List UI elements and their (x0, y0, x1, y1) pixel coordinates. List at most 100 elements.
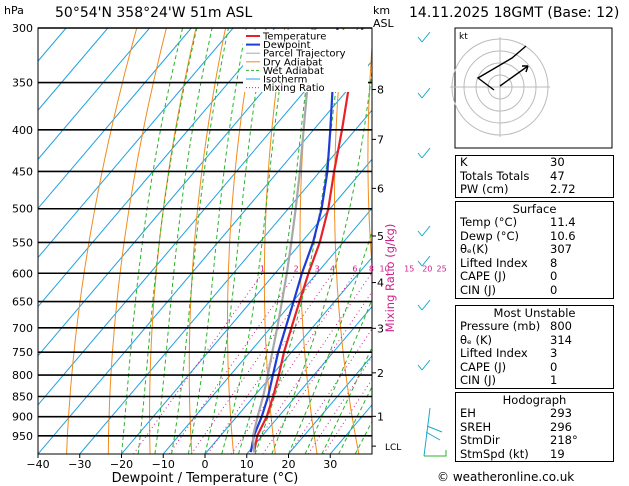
legend-label: Parcel Trajectory (263, 49, 346, 60)
pressure-tick-label: 750 (12, 346, 33, 359)
storm-motion-arrowhead (522, 65, 529, 73)
isotherm-line (38, 28, 317, 357)
x-tick-label: 20 (282, 458, 296, 471)
index-label: Lifted Index (460, 255, 528, 270)
x-tick-label: −40 (26, 458, 49, 471)
dry-adiabat-line (400, 28, 442, 454)
mixing-ratio-label: 2 (294, 264, 299, 273)
x-tick-label: −20 (110, 458, 133, 471)
index-label: θₑ(K) (460, 242, 489, 257)
isotherm-line (38, 60, 372, 454)
pressure-tick-label: 300 (12, 22, 33, 35)
index-label: θₑ (K) (460, 332, 493, 347)
wind-barb (417, 359, 431, 371)
unstable-title: Most Unstable (493, 306, 576, 320)
legend-label: Wet Adiabat (263, 66, 324, 77)
index-row: SREH 296 (456, 419, 613, 435)
index-row: PW (cm) 2.72 (456, 183, 613, 197)
index-label: Totals Totals (460, 168, 530, 183)
index-row: Temp (°C) 11.4 (456, 215, 613, 230)
km-tick-label: 7 (377, 133, 384, 146)
km-tick-label: 8 (377, 84, 384, 97)
pressure-tick-label: 500 (12, 203, 33, 216)
index-row: θₑ (K) 314 (456, 332, 613, 348)
x-tick-label: 10 (240, 458, 254, 471)
mixing-ratio-label: 25 (437, 264, 447, 273)
km-tick-label: LCL (385, 443, 401, 453)
isotherm-line (288, 354, 372, 454)
index-label: Pressure (mb) (460, 319, 541, 333)
wet-adiabat-line (338, 385, 372, 454)
pressure-tick-label: 450 (12, 165, 33, 178)
mixing-ratio-label: 10 (380, 264, 390, 273)
index-label: StmSpd (kt) (460, 446, 529, 461)
mixing-ratio-label: 8 (369, 264, 374, 273)
index-row: StmDir 218° (456, 434, 613, 448)
x-axis-title: Dewpoint / Temperature (°C) (112, 471, 299, 486)
index-label: StmDir (460, 433, 500, 448)
hodograph-title: Hodograph (502, 393, 567, 407)
footer-credit: © weatheronline.co.uk (437, 470, 575, 484)
km-tick-label: 1 (377, 410, 384, 423)
index-label: PW (cm) (460, 182, 509, 197)
surface-title: Surface (512, 202, 557, 216)
isotherm-line (38, 28, 359, 406)
km-tick-label: 3 (377, 322, 384, 335)
index-label: CAPE (J) (460, 359, 507, 374)
index-row: CAPE (J) 0 (456, 270, 613, 284)
mixing-ratio-line (262, 290, 372, 454)
index-value: 2.72 (550, 182, 576, 197)
isotherm-line (38, 28, 67, 62)
index-value: 19 (550, 446, 565, 461)
index-value: 10.6 (550, 228, 576, 243)
pressure-tick-label: 950 (12, 430, 33, 443)
pressure-tick-label: 400 (12, 124, 33, 137)
index-label: K (460, 155, 468, 169)
pressure-tick-label: 800 (12, 369, 33, 382)
index-value: 1 (550, 373, 558, 388)
wind-barb (423, 407, 443, 457)
legend-label: Dewpoint (263, 40, 311, 51)
index-value: 47 (550, 168, 565, 183)
index-label: SREH (460, 419, 492, 434)
index-value: 30 (550, 155, 565, 169)
axis-layer: 1 2 3 4 6 8 10 15 20 2530035040045050055060065070… (12, 22, 447, 471)
y-axis-title: hPa (4, 4, 24, 17)
wind-barb (417, 255, 431, 267)
index-label: Dewp (°C) (460, 228, 520, 243)
pressure-tick-label: 650 (12, 296, 33, 309)
isotherm-line (38, 28, 150, 161)
index-value: 307 (550, 242, 572, 257)
storm-motion-arrow (499, 65, 529, 87)
dry-adiabat-line (367, 40, 372, 272)
mixing-ratio-label: 15 (404, 264, 414, 273)
wind-barb (417, 299, 431, 311)
km-tick-label: 2 (377, 367, 384, 380)
index-value: 218° (550, 433, 578, 448)
index-label: CAPE (J) (460, 269, 507, 284)
index-value: 800 (550, 319, 572, 333)
wind-barbs (417, 31, 447, 457)
mixing-ratio-label: 1 (260, 264, 265, 273)
legend-box (243, 30, 368, 92)
km-tick-label: 5 (377, 230, 384, 243)
x-tick-label: 30 (323, 458, 337, 471)
x-tick-label: −30 (68, 458, 91, 471)
index-row: K 30 (456, 155, 613, 170)
km-axis-title: km ASL (373, 4, 395, 30)
km-tick-label: 6 (377, 182, 384, 195)
indices-table-surface: Surface Temp (°C) 11.4 Dewp (°C) 10.6 θₑ(K) 3… (455, 201, 614, 299)
index-label: EH (460, 406, 476, 420)
isotherm-line (79, 109, 372, 454)
wind-barb (417, 87, 431, 99)
index-row: Lifted Index 8 (456, 255, 613, 271)
index-label: CIN (J) (460, 282, 497, 297)
wind-barb (417, 147, 431, 159)
isotherm-line (38, 28, 234, 259)
km-axis-title-line1: km (373, 4, 390, 17)
index-row: CIN (J) 1 (456, 374, 613, 388)
wind-barb-surface (424, 450, 447, 457)
isotherm-line (246, 305, 372, 454)
